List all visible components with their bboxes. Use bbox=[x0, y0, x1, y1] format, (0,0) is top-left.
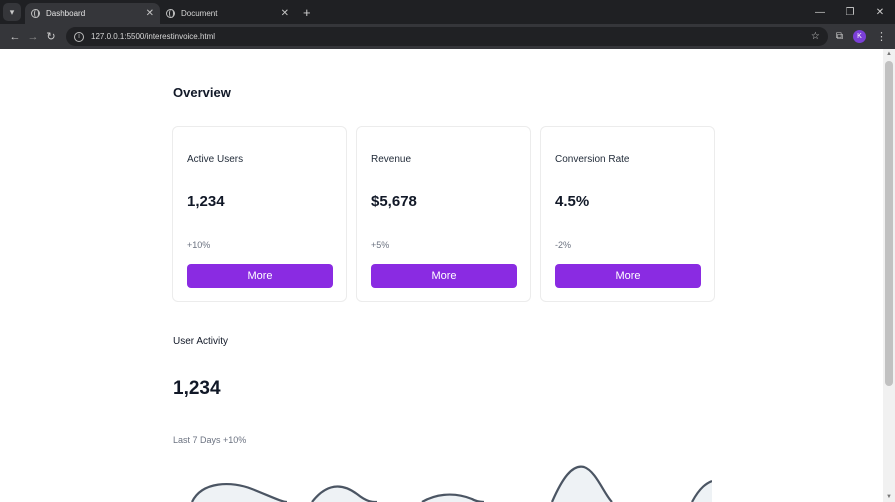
address-bar[interactable]: i 127.0.0.1:5500/interestinvoice.html ☆ bbox=[66, 27, 828, 46]
browser-chrome: ▾ Dashboard ✕ Document ✕ + — ❐ ✕ ← → ↻ i… bbox=[0, 0, 895, 49]
new-tab-icon[interactable]: + bbox=[303, 5, 311, 20]
page-title: Overview bbox=[173, 85, 231, 100]
scroll-down-icon[interactable]: ▼ bbox=[886, 494, 892, 500]
page-content: Overview Active Users 1,234 +10% More Re… bbox=[0, 49, 895, 502]
card-value: 1,234 bbox=[187, 193, 225, 210]
globe-icon bbox=[31, 9, 40, 18]
card-change: +10% bbox=[187, 240, 211, 250]
scrollbar-thumb[interactable] bbox=[885, 61, 893, 386]
activity-chart-line bbox=[191, 465, 712, 502]
toolbar-icons: ⧉ K ⋮ bbox=[836, 30, 887, 43]
tab-bar: ▾ Dashboard ✕ Document ✕ + — ❐ ✕ bbox=[0, 0, 895, 24]
reload-icon[interactable]: ↻ bbox=[46, 31, 56, 43]
card-active-users: Active Users 1,234 +10% More bbox=[172, 126, 347, 302]
scroll-up-icon[interactable]: ▲ bbox=[886, 51, 892, 57]
close-icon[interactable]: ✕ bbox=[280, 8, 289, 19]
puzzle-icon[interactable]: ⧉ bbox=[835, 31, 843, 42]
minimize-icon[interactable]: — bbox=[815, 6, 825, 18]
card-value: 4.5% bbox=[555, 193, 590, 210]
tab-dashboard[interactable]: Dashboard ✕ bbox=[25, 3, 160, 24]
url-text[interactable]: 127.0.0.1:5500/interestinvoice.html bbox=[91, 32, 216, 41]
activity-subtitle: Last 7 Days +10% bbox=[173, 435, 247, 445]
card-conversion-rate: Conversion Rate 4.5% -2% More bbox=[540, 126, 715, 302]
card-value: $5,678 bbox=[371, 193, 417, 210]
more-button[interactable]: More bbox=[555, 264, 701, 288]
tab-title: Document bbox=[181, 9, 218, 18]
tab-search-icon[interactable]: ▾ bbox=[3, 3, 21, 21]
info-icon[interactable]: i bbox=[74, 31, 84, 42]
star-icon[interactable]: ☆ bbox=[810, 31, 820, 42]
restore-icon[interactable]: ❐ bbox=[845, 6, 855, 18]
activity-chart bbox=[191, 465, 712, 502]
close-icon[interactable]: ✕ bbox=[145, 8, 154, 19]
card-label: Revenue bbox=[371, 154, 412, 165]
arrow-right-icon[interactable]: → bbox=[27, 30, 39, 43]
tab-title: Dashboard bbox=[46, 9, 86, 18]
activity-value: 1,234 bbox=[173, 378, 221, 399]
card-revenue: Revenue $5,678 +5% More bbox=[356, 126, 531, 302]
kebab-icon[interactable]: ⋮ bbox=[876, 31, 887, 43]
more-button[interactable]: More bbox=[371, 264, 517, 288]
more-button[interactable]: More bbox=[187, 264, 333, 288]
card-label: Active Users bbox=[187, 154, 244, 165]
arrow-left-icon[interactable]: ← bbox=[9, 30, 21, 43]
tab-document[interactable]: Document ✕ bbox=[160, 3, 295, 24]
stat-cards: Active Users 1,234 +10% More Revenue $5,… bbox=[172, 126, 715, 302]
card-label: Conversion Rate bbox=[555, 154, 630, 165]
scrollbar[interactable]: ▲ ▼ bbox=[883, 49, 895, 502]
globe-icon bbox=[166, 9, 175, 18]
navigation-bar: ← → ↻ i 127.0.0.1:5500/interestinvoice.h… bbox=[0, 24, 895, 49]
window-controls: — ❐ ✕ bbox=[805, 0, 895, 24]
activity-label: User Activity bbox=[173, 336, 229, 347]
profile-avatar[interactable]: K bbox=[853, 30, 866, 43]
close-window-icon[interactable]: ✕ bbox=[875, 6, 885, 18]
card-change: -2% bbox=[555, 240, 572, 250]
card-change: +5% bbox=[371, 240, 390, 250]
